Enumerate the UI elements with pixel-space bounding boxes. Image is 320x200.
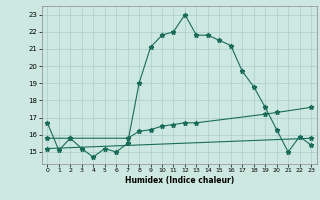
X-axis label: Humidex (Indice chaleur): Humidex (Indice chaleur) — [124, 176, 234, 185]
